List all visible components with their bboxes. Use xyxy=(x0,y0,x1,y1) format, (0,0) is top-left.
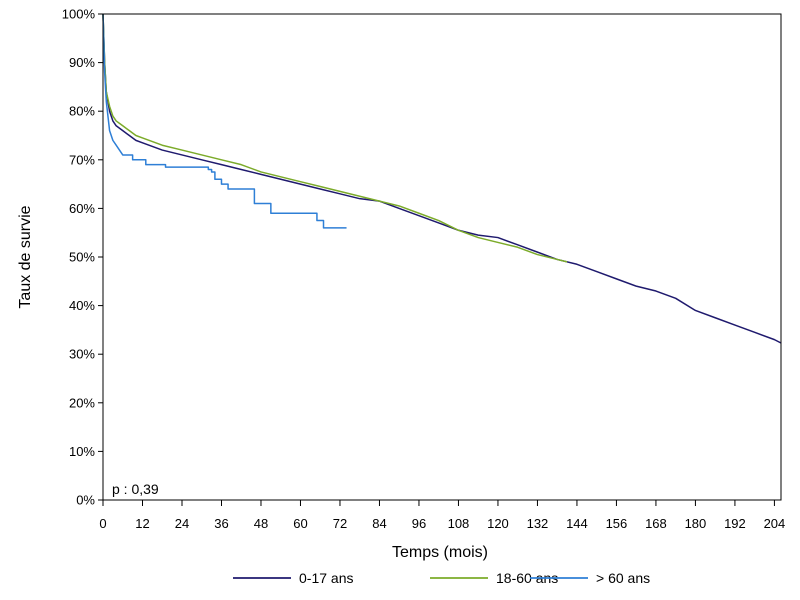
x-tick-label: 144 xyxy=(566,516,588,531)
y-tick-label: 40% xyxy=(69,298,95,313)
y-tick-label: 70% xyxy=(69,152,95,167)
y-tick-label: 100% xyxy=(62,7,96,22)
y-tick-label: 20% xyxy=(69,395,95,410)
y-axis: 0% 10% 20% 30% 40% 50% 60% 70% 80% 90% 100% xyxy=(62,7,103,508)
x-axis-title: Temps (mois) xyxy=(392,544,488,561)
x-tick-label: 168 xyxy=(645,516,667,531)
x-tick-label: 84 xyxy=(372,516,386,531)
y-tick-label: 30% xyxy=(69,347,95,362)
survival-curves xyxy=(102,13,782,344)
x-tick-label: 120 xyxy=(487,516,509,531)
y-axis-title: Taux de survie xyxy=(17,205,34,308)
x-tick-label: 12 xyxy=(135,516,149,531)
x-tick-label: 192 xyxy=(724,516,746,531)
legend-label-3: > 60 ans xyxy=(596,570,650,586)
x-tick-label: 24 xyxy=(175,516,189,531)
y-tick-label: 10% xyxy=(69,444,95,459)
legend-label-2: 18-60 ans xyxy=(496,570,558,586)
y-tick-label: 60% xyxy=(69,201,95,216)
legend: 0-17 ans 18-60 ans > 60 ans xyxy=(233,570,650,586)
x-axis: 0 12 24 36 48 60 72 84 96 108 120 132 144 156 168 180 19… xyxy=(99,500,785,531)
x-tick-label: 108 xyxy=(448,516,470,531)
x-tick-label: 36 xyxy=(214,516,228,531)
p-value-annotation: p : 0,39 xyxy=(112,481,159,497)
y-tick-label: 0% xyxy=(76,493,95,508)
x-tick-label: 72 xyxy=(333,516,347,531)
y-tick-label: 50% xyxy=(69,250,95,265)
legend-label-1: 0-17 ans xyxy=(299,570,353,586)
x-tick-label: 204 xyxy=(764,516,786,531)
x-tick-label: 180 xyxy=(685,516,707,531)
x-tick-label: 156 xyxy=(606,516,628,531)
series-line-3 xyxy=(102,13,347,229)
x-tick-label: 48 xyxy=(254,516,268,531)
x-tick-label: 60 xyxy=(293,516,307,531)
series-line-2 xyxy=(102,13,568,263)
y-tick-label: 80% xyxy=(69,104,95,119)
x-tick-label: 96 xyxy=(412,516,426,531)
y-tick-label: 90% xyxy=(69,55,95,70)
x-tick-label: 132 xyxy=(527,516,549,531)
x-tick-label: 0 xyxy=(99,516,106,531)
